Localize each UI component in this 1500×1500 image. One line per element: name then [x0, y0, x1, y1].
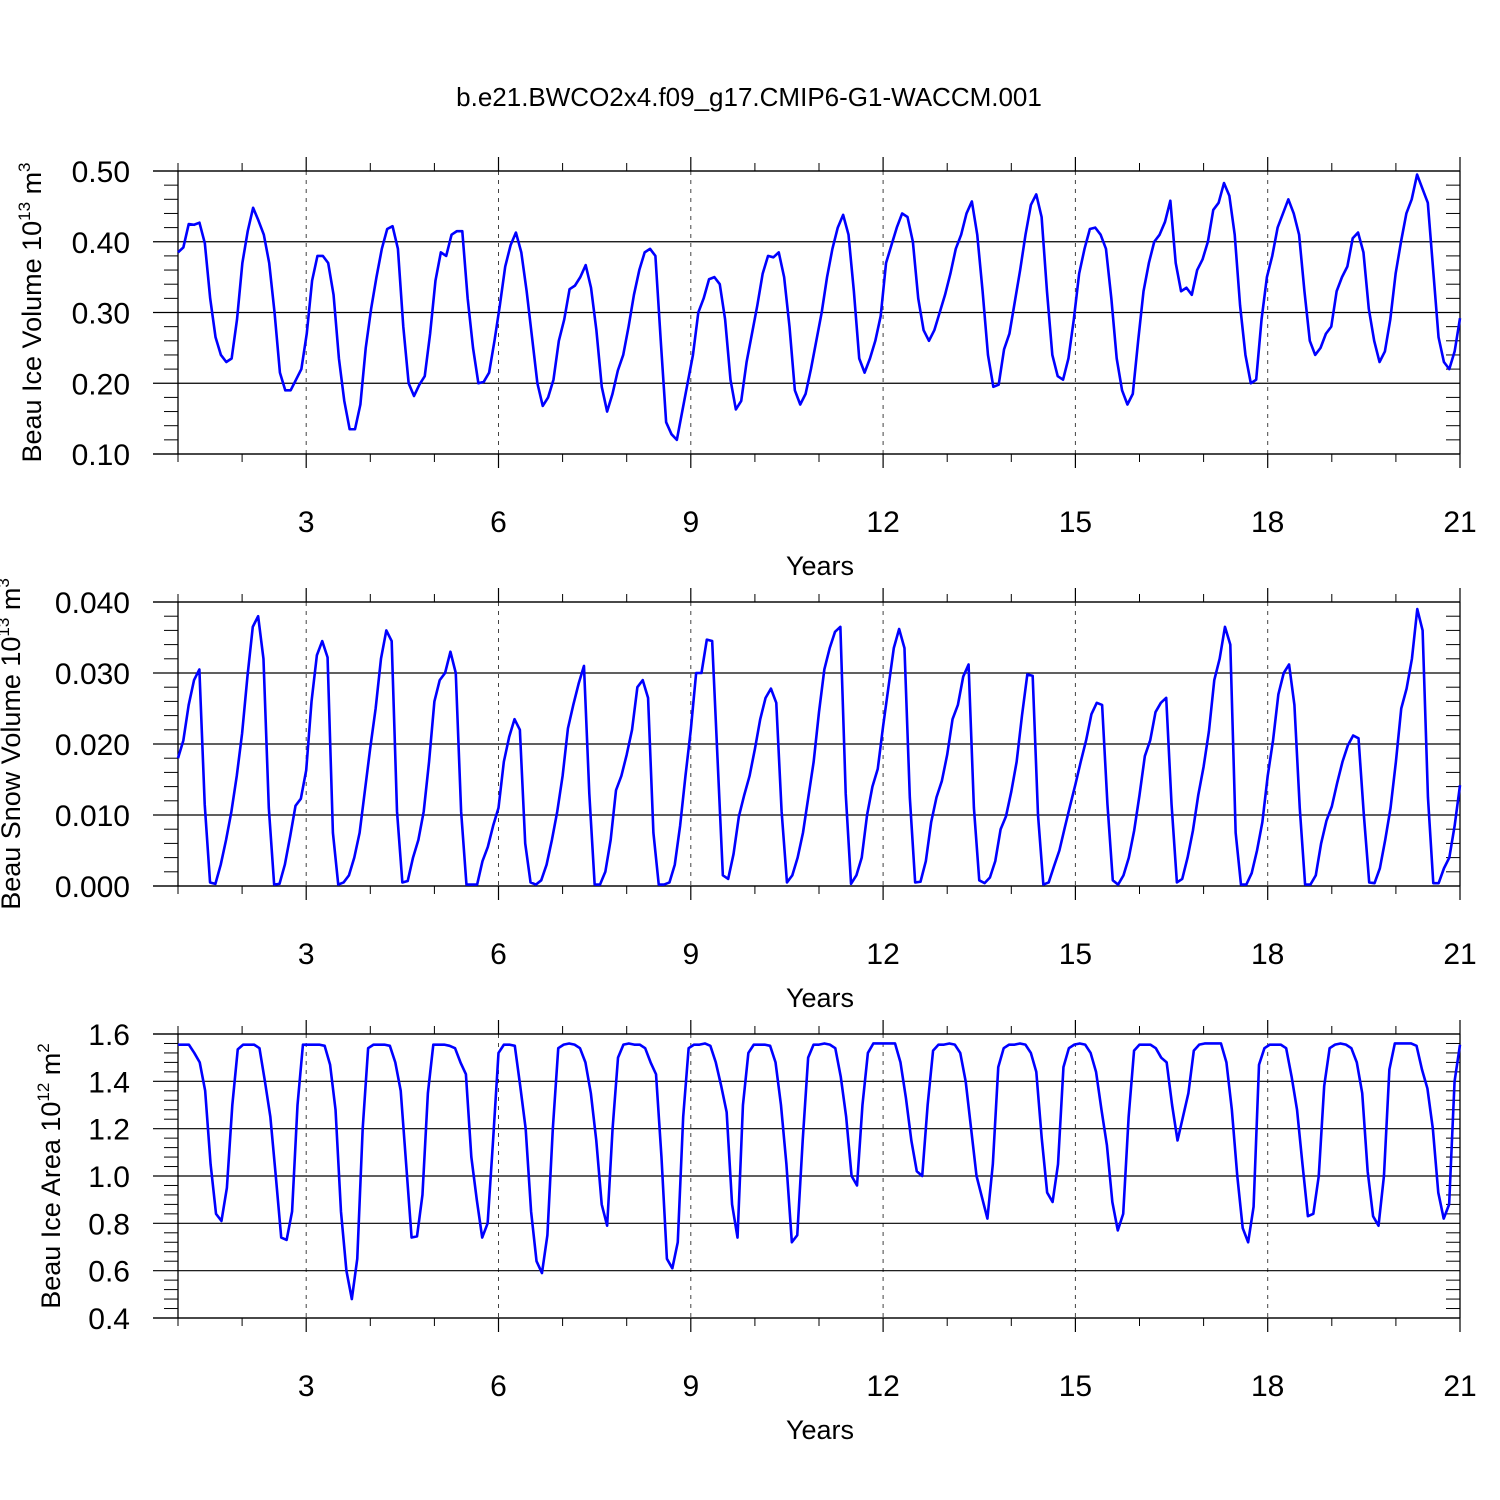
y-axis-label: Beau Ice Volume 1013 m3 [15, 162, 47, 462]
y-tick-label: 1.4 [88, 1066, 130, 1099]
x-axis-label: Years [786, 551, 854, 581]
x-tick-label: 6 [490, 506, 507, 539]
y-tick-label: 0.40 [72, 227, 130, 260]
x-tick-label: 21 [1443, 506, 1476, 539]
y-tick-label: 1.2 [88, 1114, 130, 1147]
y-tick-label: 0.30 [72, 298, 130, 331]
panel-3: 0.4 0.6 0.8 1.0 1.2 1.4 1.6 3 6 9 12 15 18 21 Years Bea… [34, 1019, 1477, 1445]
x-axis-label: Years [786, 1415, 854, 1445]
x-tick-label: 18 [1251, 938, 1284, 971]
y-tick-label: 0.4 [88, 1303, 130, 1336]
x-axis-label: Years [786, 983, 854, 1013]
y-tick-label: 0.030 [55, 658, 130, 691]
x-tick-label: 15 [1059, 938, 1092, 971]
x-tick-label: 21 [1443, 938, 1476, 971]
y-tick-label: 1.0 [88, 1161, 130, 1194]
x-tick-label: 9 [682, 938, 699, 971]
y-tick-label: 0.8 [88, 1208, 130, 1241]
panel-1: 0.10 0.20 0.30 0.40 0.50 3 6 9 12 15 18 21 Years Beau… [15, 156, 1477, 581]
y-tick-label: 0.010 [55, 800, 130, 833]
y-tick-label: 0.20 [72, 368, 130, 401]
y-tick-label: 1.6 [88, 1019, 130, 1052]
y-tick-label: 0.6 [88, 1256, 130, 1289]
y-tick-label: 0.040 [55, 587, 130, 620]
x-tick-label: 9 [682, 1370, 699, 1403]
x-tick-label: 12 [866, 506, 899, 539]
series-line [176, 607, 1462, 886]
y-tick-label: 0.10 [72, 439, 130, 472]
y-axis-label: Beau Ice Area 1012 m2 [34, 1043, 66, 1309]
x-tick-label: 9 [682, 506, 699, 539]
chart-title: b.e21.BWCO2x4.f09_g17.CMIP6-G1-WACCM.001 [456, 82, 1042, 112]
y-tick-label: 0.000 [55, 871, 130, 904]
x-tick-label: 6 [490, 938, 507, 971]
x-tick-label: 3 [298, 506, 315, 539]
y-tick-label: 0.50 [72, 156, 130, 189]
series-line [178, 1042, 1462, 1301]
x-tick-label: 21 [1443, 1370, 1476, 1403]
y-axis-label: Beau Snow Volume 1013 m3 [0, 578, 26, 910]
x-tick-label: 3 [298, 938, 315, 971]
x-tick-label: 12 [866, 938, 899, 971]
x-tick-label: 15 [1059, 506, 1092, 539]
x-tick-label: 18 [1251, 506, 1284, 539]
panels: 0.10 0.20 0.30 0.40 0.50 3 6 9 12 15 18 21 Years Beau… [0, 156, 1477, 1445]
y-tick-label: 0.020 [55, 729, 130, 762]
x-tick-label: 18 [1251, 1370, 1284, 1403]
x-tick-label: 15 [1059, 1370, 1092, 1403]
x-tick-label: 12 [866, 1370, 899, 1403]
panel-2: 0.000 0.010 0.020 0.030 0.040 3 6 9 12 15 18 21 Year… [0, 578, 1477, 1013]
series-line [177, 173, 1462, 442]
x-tick-label: 6 [490, 1370, 507, 1403]
x-tick-label: 3 [298, 1370, 315, 1403]
